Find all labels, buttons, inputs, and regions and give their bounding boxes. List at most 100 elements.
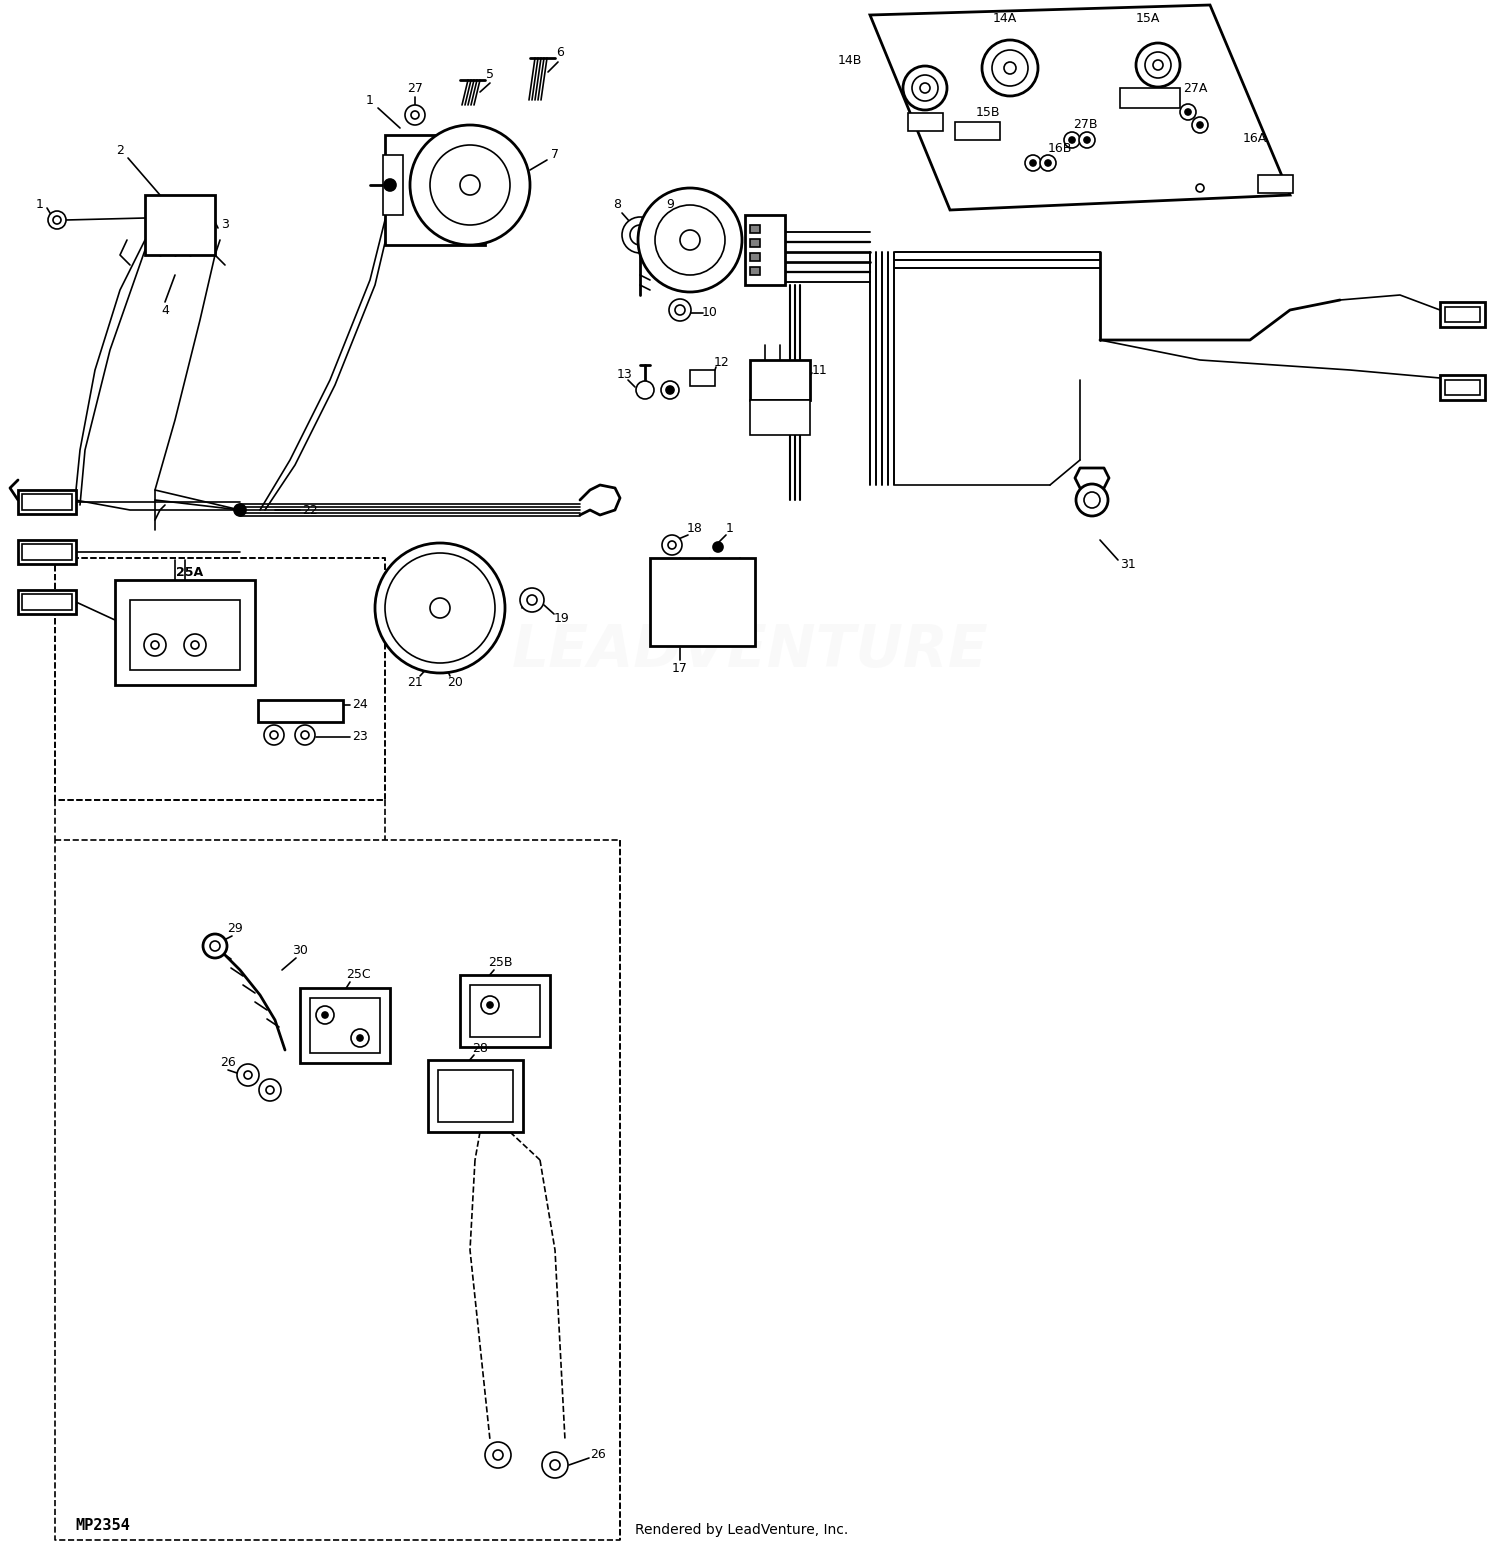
Circle shape [411, 111, 419, 119]
Circle shape [1070, 137, 1076, 144]
Bar [750, 225, 760, 232]
Bar [22, 495, 72, 510]
Bar [750, 239, 760, 246]
Bar [1440, 374, 1485, 399]
Circle shape [386, 552, 495, 663]
Circle shape [202, 934, 226, 958]
Circle shape [636, 381, 654, 399]
Text: 22: 22 [302, 504, 318, 516]
Circle shape [1084, 137, 1090, 144]
Text: 23: 23 [352, 730, 368, 744]
Bar [750, 399, 810, 435]
Text: 9: 9 [666, 198, 674, 212]
Circle shape [630, 225, 650, 245]
Circle shape [668, 541, 676, 549]
Text: 4: 4 [160, 304, 170, 317]
Circle shape [210, 941, 220, 952]
Text: 25A: 25A [177, 566, 204, 579]
Text: LEADVENTURE: LEADVENTURE [512, 621, 988, 679]
Circle shape [638, 189, 742, 292]
Circle shape [405, 105, 424, 125]
Bar [146, 195, 214, 254]
Text: 5: 5 [486, 69, 494, 81]
Text: 27A: 27A [1184, 81, 1208, 95]
Circle shape [152, 641, 159, 649]
Text: 25B: 25B [488, 955, 512, 969]
Circle shape [322, 1012, 328, 1019]
Text: 7: 7 [550, 148, 560, 162]
Circle shape [144, 633, 166, 657]
Circle shape [260, 1080, 280, 1101]
Bar [746, 215, 784, 285]
Bar [1444, 381, 1480, 395]
Text: 18: 18 [687, 521, 703, 535]
Circle shape [1196, 184, 1204, 192]
Bar [116, 580, 255, 685]
Circle shape [1136, 44, 1180, 87]
Bar [650, 558, 754, 646]
Text: 30: 30 [292, 944, 308, 956]
Circle shape [712, 541, 723, 552]
Circle shape [1030, 161, 1036, 165]
Circle shape [430, 145, 510, 225]
Bar [908, 112, 944, 131]
Circle shape [675, 306, 686, 315]
Text: 15A: 15A [1136, 11, 1160, 25]
Bar [750, 267, 760, 275]
Bar [22, 544, 72, 560]
Bar [130, 601, 240, 669]
Text: 31: 31 [1120, 558, 1136, 571]
Circle shape [1144, 51, 1172, 78]
Circle shape [264, 725, 284, 746]
Circle shape [190, 641, 200, 649]
Bar [1258, 175, 1293, 193]
Circle shape [662, 535, 682, 555]
Text: 16B: 16B [1048, 142, 1072, 154]
Circle shape [384, 179, 396, 190]
Circle shape [622, 217, 658, 253]
Bar [427, 1059, 524, 1133]
Circle shape [669, 300, 692, 321]
Circle shape [992, 50, 1028, 86]
Circle shape [903, 66, 946, 111]
Text: 27: 27 [406, 81, 423, 95]
Circle shape [1024, 154, 1041, 172]
Text: 1: 1 [366, 94, 374, 106]
Bar [1440, 303, 1485, 328]
Text: 26: 26 [220, 1056, 236, 1070]
Circle shape [1192, 117, 1208, 133]
Circle shape [1197, 122, 1203, 128]
Circle shape [912, 75, 938, 101]
Text: 24: 24 [352, 699, 368, 711]
Circle shape [484, 1441, 512, 1468]
Text: 6: 6 [556, 45, 564, 58]
Text: 1: 1 [36, 198, 44, 212]
Circle shape [302, 732, 309, 739]
Circle shape [266, 1086, 274, 1094]
Bar [460, 975, 550, 1047]
Circle shape [1180, 105, 1196, 120]
Circle shape [550, 1460, 560, 1470]
Circle shape [1078, 133, 1095, 148]
Circle shape [296, 725, 315, 746]
Bar [310, 998, 380, 1053]
Bar [300, 987, 390, 1062]
Bar [1120, 87, 1180, 108]
Bar [22, 594, 72, 610]
Text: 1: 1 [726, 521, 734, 535]
Text: 16A: 16A [1244, 131, 1268, 145]
Text: 15B: 15B [975, 106, 1000, 120]
Bar [18, 540, 76, 565]
Circle shape [48, 211, 66, 229]
Text: Rendered by LeadVenture, Inc.: Rendered by LeadVenture, Inc. [634, 1523, 849, 1537]
Circle shape [656, 204, 724, 275]
Text: 27B: 27B [1072, 119, 1096, 131]
Circle shape [1084, 491, 1100, 509]
Bar [386, 136, 484, 245]
Bar [1444, 307, 1480, 321]
Bar [956, 122, 1000, 140]
Circle shape [1040, 154, 1056, 172]
Circle shape [53, 215, 62, 225]
Bar [438, 1070, 513, 1122]
Circle shape [526, 594, 537, 605]
